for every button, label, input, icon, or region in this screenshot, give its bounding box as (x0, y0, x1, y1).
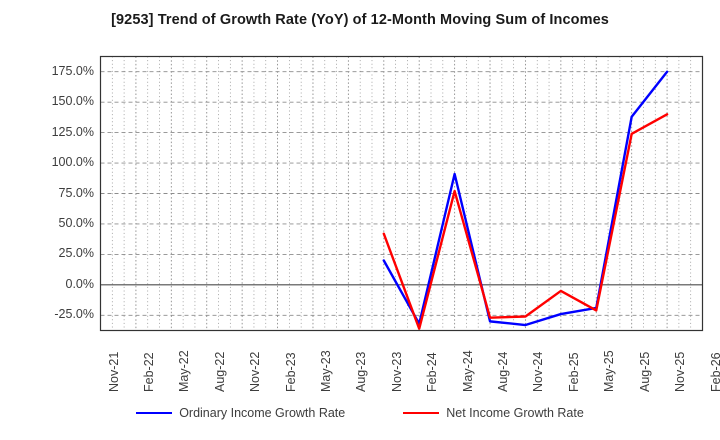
series-line-ordinary-income (382, 70, 669, 327)
x-axis-tick-label: Nov-25 (673, 351, 688, 392)
y-axis-tick-label: 125.0% (51, 124, 94, 139)
y-axis-tick-label: -25.0% (54, 307, 94, 322)
x-axis-tick-label: Nov-23 (389, 351, 404, 392)
legend-label: Net Income Growth Rate (446, 406, 584, 420)
y-axis-tick-label: 25.0% (58, 246, 94, 261)
y-axis-tick-label: 0.0% (65, 276, 95, 291)
legend-entry[interactable]: Ordinary Income Growth Rate (136, 406, 345, 420)
x-axis-tick-label: May-25 (602, 350, 617, 392)
y-axis-tick-label: 150.0% (51, 94, 94, 109)
x-axis-tick-label: Aug-25 (637, 351, 652, 392)
y-axis-tick-label: 75.0% (58, 185, 94, 200)
x-axis-tick-label: Aug-24 (496, 351, 511, 392)
chart-title: [9253] Trend of Growth Rate (YoY) of 12-… (111, 12, 609, 28)
plot-border (99, 55, 704, 332)
chart-legend: Ordinary Income Growth Rate Net Income Gr… (0, 406, 720, 420)
legend-line-swatch (403, 412, 440, 414)
y-axis-tick-label: 100.0% (51, 155, 94, 170)
y-axis-tick-label: 175.0% (51, 63, 94, 78)
x-axis-tick-label: Feb-23 (283, 352, 298, 392)
x-axis-tick-label: Aug-23 (354, 351, 369, 392)
x-axis-tick-label: May-23 (318, 350, 333, 392)
x-axis-tick-label: Feb-24 (425, 352, 440, 392)
x-axis-tick-label: Nov-24 (531, 351, 546, 392)
x-axis-tick-label: May-24 (460, 350, 475, 392)
legend-entry[interactable]: Net Income Growth Rate (403, 406, 584, 420)
x-axis-tick-label: Nov-21 (106, 351, 121, 392)
grid-lines (100, 56, 703, 331)
y-axis-tick-label: 50.0% (58, 215, 94, 230)
x-axis-tick-label: Feb-22 (141, 352, 156, 392)
x-axis-tick-label: Feb-25 (566, 352, 581, 392)
x-axis-tick-label: Nov-22 (248, 351, 263, 392)
legend-line-swatch (136, 412, 173, 414)
legend-label: Ordinary Income Growth Rate (179, 406, 346, 420)
x-axis-tick-label: Feb-26 (708, 352, 720, 392)
x-axis-tick-label: Aug-22 (212, 351, 227, 392)
series-line-net-income (382, 113, 669, 330)
x-axis-tick-label: May-22 (177, 350, 192, 392)
